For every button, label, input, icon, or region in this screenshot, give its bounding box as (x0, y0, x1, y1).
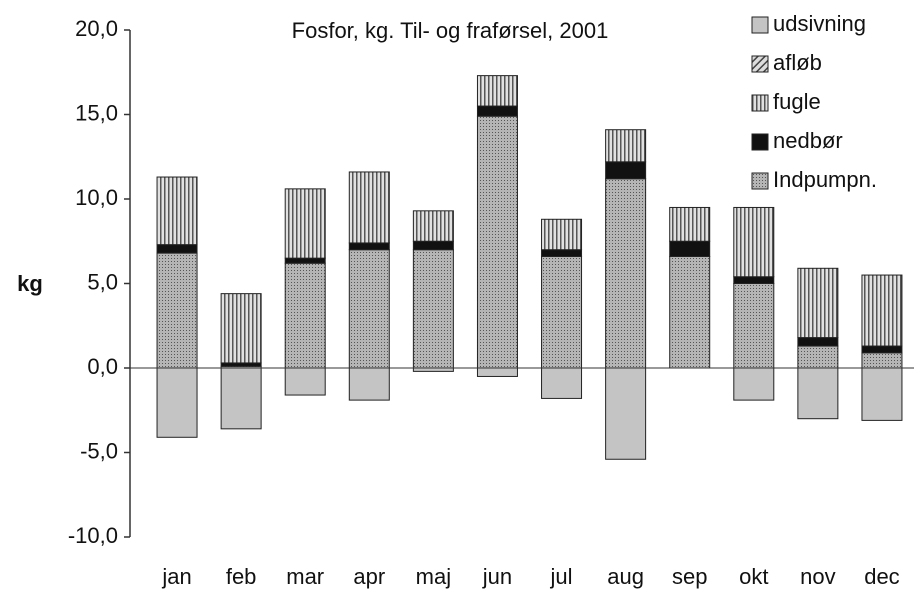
legend-label: udsivning (773, 11, 866, 36)
x-tick-label: apr (353, 564, 385, 589)
bar-segment (541, 218, 583, 251)
x-tick-label: mar (286, 564, 324, 589)
chart-title: Fosfor, kg. Til- og fraførsel, 2001 (292, 18, 609, 43)
bar-segment (476, 105, 518, 117)
legend-swatch (751, 16, 769, 34)
bar-segment (412, 249, 454, 369)
x-tick-label: okt (739, 564, 768, 589)
x-tick-label: maj (416, 564, 451, 589)
bar-segment (669, 206, 711, 242)
x-tick-label: sep (672, 564, 707, 589)
bar-segment (605, 178, 647, 369)
legend-label: Indpumpn. (773, 167, 877, 192)
bar-segment (669, 255, 711, 369)
bar-segment (220, 362, 262, 367)
bar-segment (669, 240, 711, 257)
bar-segment (284, 188, 326, 259)
bar-segment (220, 293, 262, 364)
bar-segment (476, 367, 518, 377)
legend-swatch (751, 172, 769, 190)
bar-segment (284, 262, 326, 369)
legend-label: fugle (773, 89, 821, 114)
legend-swatch (751, 94, 769, 112)
bar-segment (476, 115, 518, 369)
legend-label: afløb (773, 50, 822, 75)
bar-segment (605, 129, 647, 163)
bar-segment (156, 176, 198, 246)
bar-segment (605, 367, 647, 460)
bar-segment (861, 352, 903, 369)
bar-segment (412, 210, 454, 242)
bar-segment (284, 257, 326, 264)
bar-segment (348, 242, 390, 251)
bar-segment (797, 337, 839, 347)
y-tick-label: -10,0 (68, 523, 118, 548)
bar-segment (541, 249, 583, 257)
bar-segment (797, 345, 839, 369)
bar-segment (412, 240, 454, 251)
legend-label: nedbør (773, 128, 843, 153)
bar-segment (284, 367, 326, 396)
bar-segment (541, 255, 583, 369)
bar-segment (412, 367, 454, 372)
legend-swatch (751, 55, 769, 73)
legend-swatch (751, 133, 769, 151)
bar-segment (733, 367, 775, 401)
bar-segment (476, 75, 518, 107)
bar-segment (541, 367, 583, 399)
bar-segment (733, 283, 775, 369)
x-tick-label: jul (550, 564, 573, 589)
y-tick-label: -5,0 (80, 438, 118, 463)
y-tick-label: 20,0 (75, 16, 118, 41)
x-tick-label: nov (800, 564, 835, 589)
bar-segment (861, 274, 903, 347)
bar-segment (348, 367, 390, 401)
bar-segment (797, 367, 839, 420)
y-axis-label: kg (17, 271, 43, 296)
x-tick-label: jun (482, 564, 512, 589)
y-tick-label: 5,0 (87, 269, 118, 294)
bar-segment (861, 345, 903, 354)
x-tick-label: feb (226, 564, 257, 589)
bar-segment (348, 171, 390, 244)
bar-segment (733, 206, 775, 278)
y-tick-label: 15,0 (75, 100, 118, 125)
bar-segment (156, 252, 198, 369)
bar-segment (861, 367, 903, 421)
x-tick-label: jan (161, 564, 191, 589)
bar-segment (733, 276, 775, 284)
x-tick-label: dec (864, 564, 899, 589)
x-tick-label: aug (607, 564, 644, 589)
y-tick-label: 10,0 (75, 185, 118, 210)
bar-segment (348, 249, 390, 369)
y-tick-label: 0,0 (87, 354, 118, 379)
bar-segment (156, 367, 198, 438)
bar-segment (156, 244, 198, 254)
bar-segment (220, 367, 262, 430)
bar-segment (605, 161, 647, 180)
bar-segment (797, 267, 839, 339)
